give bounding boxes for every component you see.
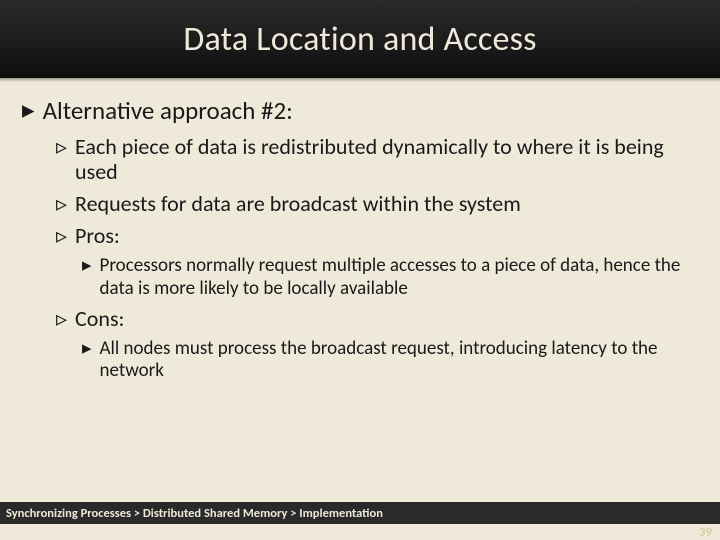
bullet-text: Cons: bbox=[75, 306, 698, 332]
bullet-l3: ▸ Processors normally request multiple a… bbox=[22, 255, 698, 300]
triangle-right-outline-icon: ▹ bbox=[56, 306, 67, 332]
page-number: 39 bbox=[699, 525, 712, 540]
bullet-text: Each piece of data is redistributed dyna… bbox=[75, 134, 698, 186]
slide-body: ▸ Alternative approach #2: ▹ Each piece … bbox=[0, 78, 720, 540]
bullet-l2: ▹ Requests for data are broadcast within… bbox=[22, 191, 698, 217]
bullet-l2: ▹ Pros: bbox=[22, 223, 698, 249]
breadcrumb: Synchronizing Processes > Distributed Sh… bbox=[0, 502, 720, 524]
title-band: Data Location and Access bbox=[0, 0, 720, 78]
triangle-right-icon: ▸ bbox=[82, 338, 92, 383]
triangle-right-icon: ▸ bbox=[82, 255, 92, 300]
breadcrumb-text: Synchronizing Processes > Distributed Sh… bbox=[6, 506, 383, 521]
bullet-text: All nodes must process the broadcast req… bbox=[100, 338, 698, 383]
triangle-right-outline-icon: ▹ bbox=[56, 191, 67, 217]
slide-title: Data Location and Access bbox=[183, 19, 536, 60]
slide: Data Location and Access ▸ Alternative a… bbox=[0, 0, 720, 540]
bullet-l1: ▸ Alternative approach #2: bbox=[22, 96, 698, 126]
bullet-text: Alternative approach #2: bbox=[43, 96, 698, 126]
triangle-right-icon: ▸ bbox=[22, 96, 35, 126]
bullet-l2: ▹ Each piece of data is redistributed dy… bbox=[22, 134, 698, 186]
bullet-l3: ▸ All nodes must process the broadcast r… bbox=[22, 338, 698, 383]
triangle-right-outline-icon: ▹ bbox=[56, 223, 67, 249]
bullet-text: Requests for data are broadcast within t… bbox=[75, 191, 698, 217]
triangle-right-outline-icon: ▹ bbox=[56, 134, 67, 186]
bullet-text: Processors normally request multiple acc… bbox=[100, 255, 698, 300]
bullet-l2: ▹ Cons: bbox=[22, 306, 698, 332]
bullet-text: Pros: bbox=[75, 223, 698, 249]
